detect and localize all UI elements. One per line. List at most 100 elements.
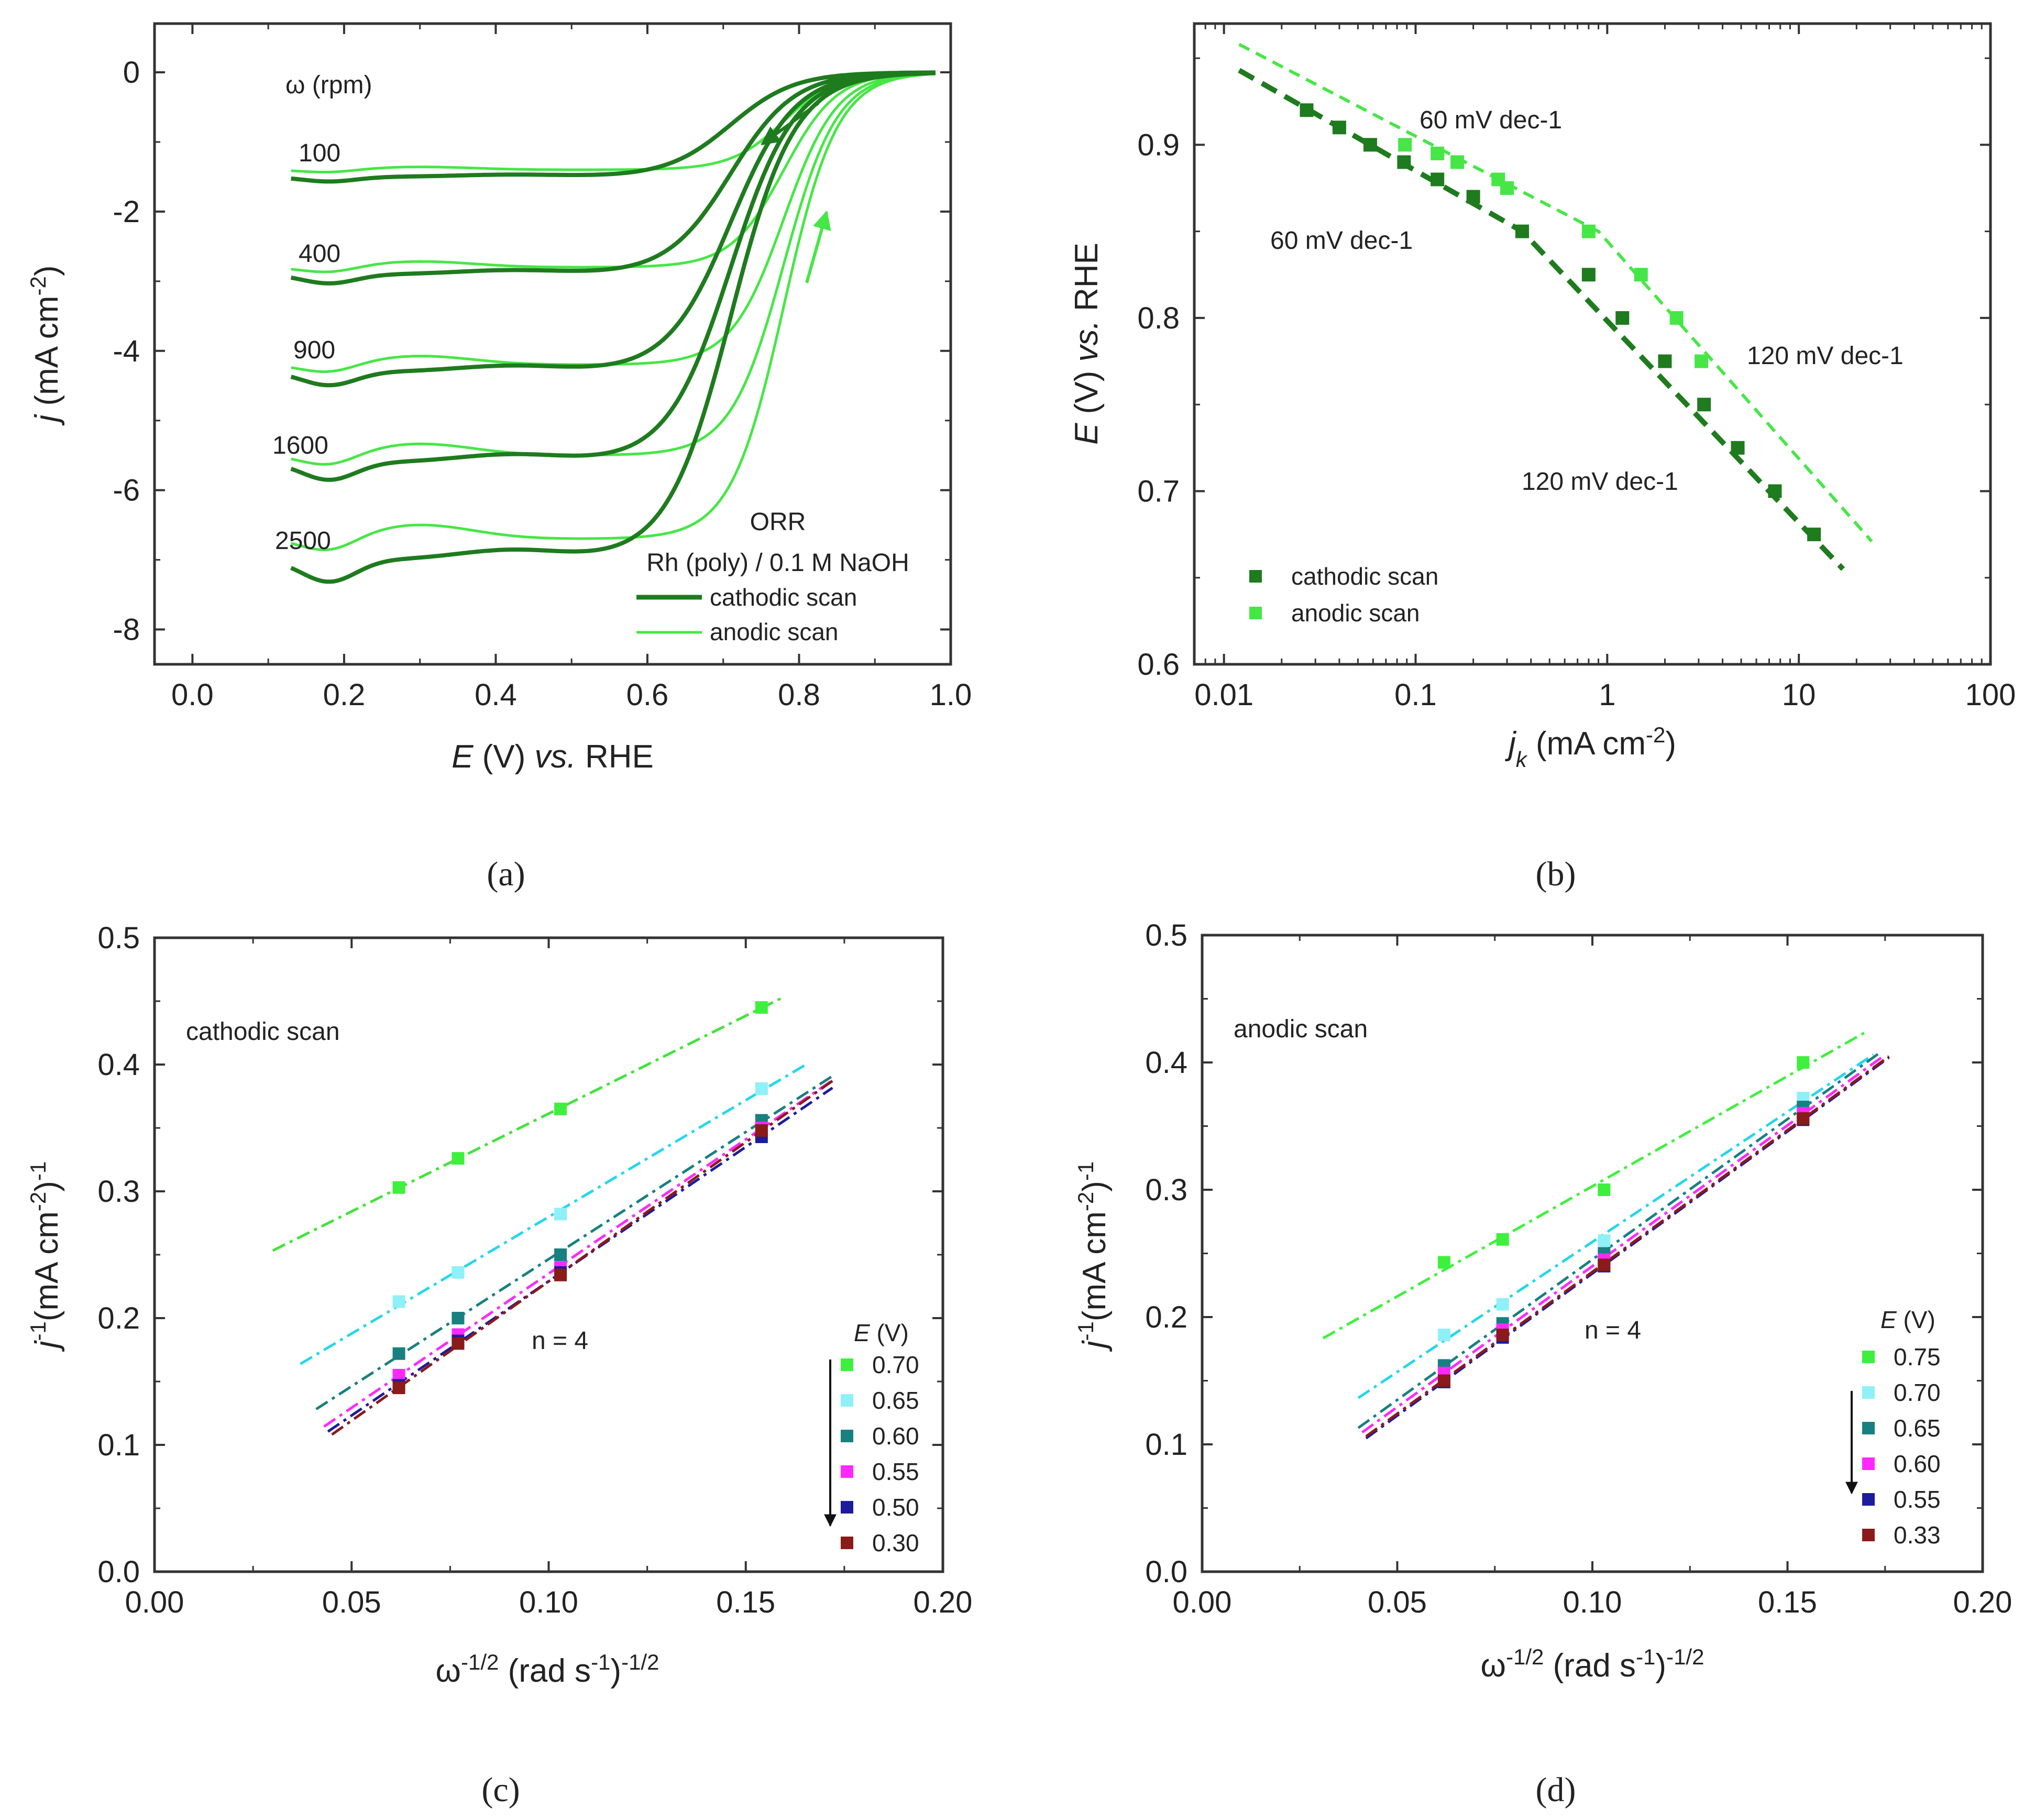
panel-c-ticks: 0.00 0.05 0.10 0.15 0.20 0.0 0.1 0.2 0.3 0.4 0.5 <box>97 921 972 1619</box>
point-0.33 <box>1797 1112 1810 1125</box>
cathodic-tafel-point <box>1615 311 1630 325</box>
panel-c-xtick-label: 0.15 <box>716 1585 775 1619</box>
panel-b-xtick-label: 1 <box>1599 678 1615 712</box>
panel-c-points <box>392 1001 768 1395</box>
legend-marker-0.75 <box>1862 1351 1875 1363</box>
anodic-curve-2500 <box>291 72 936 552</box>
cathodic-tafel-point <box>1731 441 1745 455</box>
panel-a: 0.0 0.2 0.4 0.6 0.8 1.0 0 -2 -4 -6 -8 E (V) vs. RH… <box>26 22 972 893</box>
point-0.65 <box>452 1266 465 1279</box>
anodic-tafel-point <box>1669 311 1684 325</box>
panel-c-ylabel: j-1(mA cm-2)-1 <box>26 1161 65 1352</box>
legend-marker-0.33 <box>1862 1529 1875 1541</box>
legend-a-anodic: anodic scan <box>710 618 839 645</box>
panel-c-ytick-label: 0.4 <box>97 1048 140 1082</box>
panel-d-xlabel: ω-1/2 (rad s-1)-1/2 <box>1481 1644 1704 1684</box>
panel-label-c: (c) <box>481 1771 520 1809</box>
rpm-label-900: 900 <box>293 336 335 364</box>
legend-label-0.75: 0.75 <box>1894 1343 1941 1371</box>
panel-d-ytick-label: 0.3 <box>1145 1173 1187 1207</box>
cathodic-tafel-point <box>1363 138 1377 152</box>
cathodic-tafel-point <box>1807 528 1821 542</box>
legend-label-0.30: 0.30 <box>872 1529 919 1556</box>
point-0.75 <box>1437 1256 1450 1269</box>
legend-marker-0.60 <box>841 1430 853 1442</box>
fit-line-0.75 <box>1322 1030 1866 1340</box>
panel-a-xtick-label: 1.0 <box>930 678 972 712</box>
cathodic-tafel-point <box>1431 172 1445 187</box>
rpm-label-100: 100 <box>299 139 340 167</box>
panel-a-xtick-label: 0.0 <box>171 678 214 712</box>
panel-c-xtick-label: 0.00 <box>125 1585 184 1619</box>
panel-a-curves <box>290 70 936 584</box>
panel-c-ytick-label: 0.0 <box>97 1555 140 1589</box>
panel-d-legend-title: E (V) <box>1880 1306 1935 1333</box>
panel-a-xlabel: E (V) vs. RHE <box>452 739 654 775</box>
anodic-tafel-fit <box>1238 43 1873 543</box>
fit-line-0.70 <box>1357 1054 1874 1399</box>
legend-b-anodic: anodic scan <box>1291 599 1420 627</box>
panel-b-frame <box>1193 22 1992 666</box>
panel-b-ytick-label: 0.9 <box>1137 128 1180 162</box>
panel-d-frame <box>1201 934 1984 1573</box>
panel-d-ytick-label: 0.4 <box>1145 1046 1187 1080</box>
legend-label-0.33: 0.33 <box>1894 1521 1941 1549</box>
panel-a-ytick-label: -2 <box>113 195 140 229</box>
point-0.30 <box>755 1124 768 1137</box>
panel-d-ytick-label: 0.2 <box>1145 1300 1187 1334</box>
point-0.30 <box>554 1268 567 1281</box>
panel-b-xlabel: jk (mA cm-2) <box>1505 722 1676 772</box>
point-0.70 <box>392 1181 405 1194</box>
point-0.70 <box>554 1102 567 1115</box>
cathodic-tafel-point <box>1658 354 1672 368</box>
panel-c-ytick-label: 0.1 <box>97 1428 140 1462</box>
panel-d-xtick-label: 0.15 <box>1758 1585 1817 1619</box>
point-0.70 <box>1496 1298 1509 1311</box>
panel-d-xtick-label: 0.00 <box>1173 1585 1232 1619</box>
point-0.60 <box>452 1312 465 1324</box>
panel-c: 0.00 0.05 0.10 0.15 0.20 0.0 0.1 0.2 0.3 0.4 0.5 ω… <box>26 921 973 1809</box>
legend-b-cathodic-marker <box>1249 570 1262 583</box>
panel-c-xtick-label: 0.10 <box>519 1585 578 1619</box>
legend-marker-0.65 <box>841 1394 853 1407</box>
panel-a-xtick-label: 0.4 <box>475 678 517 712</box>
panel-a-ytick-label: 0 <box>123 56 140 90</box>
point-0.65 <box>554 1208 567 1221</box>
panel-label-b: (b) <box>1536 855 1576 893</box>
cathodic-curve-400 <box>290 70 936 286</box>
legend-label-0.50: 0.50 <box>872 1494 919 1521</box>
panel-c-xtick-label: 0.05 <box>322 1585 381 1619</box>
cathodic-scan-arrow <box>761 102 819 146</box>
anodic-scan-arrow <box>805 210 831 283</box>
panel-label-a: (a) <box>487 855 525 893</box>
cathodic-curve-2500 <box>290 71 936 584</box>
panel-b-xtick-label: 0.1 <box>1394 678 1437 712</box>
legend-b-cathodic: cathodic scan <box>1291 563 1438 590</box>
point-0.33 <box>1598 1258 1611 1271</box>
legend-label-0.65: 0.65 <box>872 1387 919 1414</box>
panel-d-xtick-label: 0.05 <box>1368 1585 1427 1619</box>
fit-line-0.55 <box>323 1079 833 1428</box>
point-0.75 <box>1797 1056 1810 1069</box>
panel-a-ylabel: j (mA cm-2) <box>26 265 65 425</box>
legend-marker-0.55 <box>1862 1493 1875 1506</box>
panel-b-ytick-label: 0.7 <box>1137 474 1180 508</box>
point-0.70 <box>452 1152 465 1165</box>
fit-line-0.30 <box>331 1080 833 1436</box>
panel-d-ticks: 0.00 0.05 0.10 0.15 0.20 0.0 0.1 0.2 0.3 0.4 0.5 <box>1145 918 2012 1619</box>
slope-120-anodic: 120 mV dec-1 <box>1747 342 1904 370</box>
panel-a-orr-title: ORR <box>750 508 806 536</box>
panel-b-ylabel: E (V) vs. RHE <box>1069 243 1105 445</box>
anodic-curve-1600 <box>291 72 936 466</box>
panel-label-d: (d) <box>1536 1771 1576 1809</box>
legend-marker-0.65 <box>1862 1422 1875 1434</box>
cathodic-tafel-point <box>1300 103 1314 117</box>
legend-label-0.65: 0.65 <box>1894 1415 1941 1442</box>
panel-c-fits <box>272 995 833 1436</box>
panel-a-rpm-header: ω (rpm) <box>285 71 372 99</box>
legend-label-0.60: 0.60 <box>872 1422 919 1450</box>
legend-marker-0.30 <box>841 1537 853 1549</box>
slope-120-cathodic: 120 mV dec-1 <box>1522 468 1678 496</box>
panel-b-xtick-label: 100 <box>1965 678 2016 712</box>
